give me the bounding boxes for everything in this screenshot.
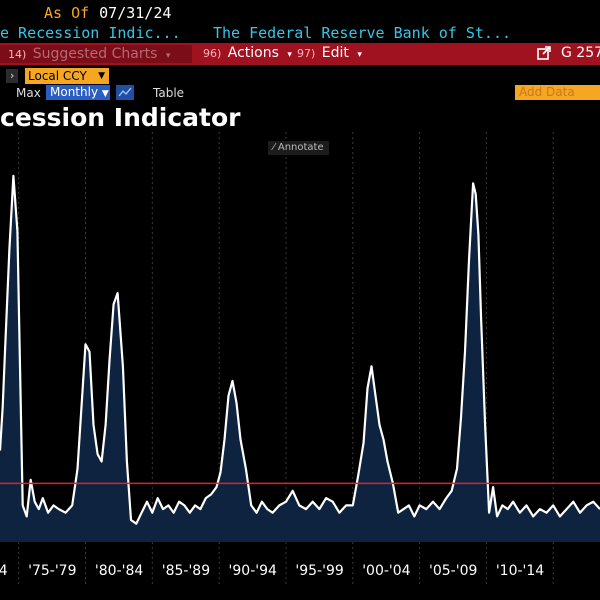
actions-label: Actions	[227, 45, 279, 61]
x-tick-label: '74	[0, 563, 8, 579]
chevron-down-icon: ▾	[357, 50, 362, 60]
header-security-row: e Recession Indic... The Federal Reserve…	[0, 23, 600, 43]
suggested-charts-label: Suggested Charts	[32, 46, 158, 62]
range-max-button[interactable]: Max	[16, 86, 41, 100]
header-asof-row: As Of 07/31/24	[0, 0, 600, 24]
chevron-down-icon: ▾	[165, 51, 171, 61]
x-tick-label: '10-'14	[495, 563, 545, 579]
table-view-button[interactable]: Table	[153, 86, 185, 100]
currency-select[interactable]: Local CCY ▼	[25, 68, 109, 84]
chevron-right-icon[interactable]: ›	[6, 69, 18, 83]
annotate-button[interactable]: ⁄ Annotate	[268, 141, 329, 155]
x-tick-label: '85-'89	[161, 563, 211, 579]
frequency-value: Monthly	[50, 85, 99, 99]
chevron-down-icon: ▾	[287, 50, 292, 60]
frequency-select[interactable]: Monthly ▼	[46, 85, 110, 100]
x-tick-label: '75-'79	[28, 563, 77, 579]
chart-id-label: G 257	[561, 45, 600, 61]
currency-value: Local CCY	[28, 69, 87, 83]
currency-row: › Local CCY ▼	[0, 67, 600, 85]
x-tick-label: '00-'04	[362, 563, 411, 579]
annotate-label: Annotate	[277, 142, 324, 153]
chevron-down-icon: ▼	[101, 89, 109, 99]
edit-number: 97)	[297, 47, 316, 60]
actions-number: 96)	[203, 47, 222, 60]
suggested-charts-number: 14)	[8, 48, 27, 61]
actions-menu-button[interactable]: 96) Actions ▾	[203, 45, 292, 61]
edit-menu-button[interactable]: 97) Edit ▾	[297, 45, 362, 61]
function-toolbar: 14) Suggested Charts ▾ 96) Actions ▾ 97)…	[0, 43, 600, 65]
edit-label: Edit	[321, 45, 349, 61]
series-area	[0, 175, 600, 542]
pencil-icon: ⁄	[273, 142, 275, 153]
series-line	[0, 174, 600, 525]
chart-title: cession Indicator	[0, 103, 241, 132]
source-name[interactable]: The Federal Reserve Bank of St...	[213, 24, 512, 42]
suggested-charts-button[interactable]: 14) Suggested Charts ▾	[0, 45, 192, 63]
chevron-down-icon: ▼	[98, 71, 105, 81]
as-of-label: As Of 07/31/24	[44, 4, 171, 22]
as-of-date: 07/31/24	[99, 4, 172, 22]
x-tick-label: '80-'84	[94, 563, 144, 579]
x-tick-label: '95-'99	[295, 563, 344, 579]
export-icon[interactable]	[537, 45, 551, 60]
chart-controls-row: Max Monthly ▼ Table Add Data	[0, 84, 600, 101]
x-tick-label: '05-'09	[429, 563, 478, 579]
security-name[interactable]: e Recession Indic...	[0, 24, 181, 42]
line-chart-icon[interactable]	[116, 85, 134, 100]
x-axis-labels: '74 '75-'79 '80-'84 '85-'89 '90-'94 '95-'99 '0…	[0, 563, 600, 585]
x-tick-label: '90-'94	[228, 563, 277, 579]
as-of-text: As Of	[44, 4, 90, 22]
add-data-input[interactable]: Add Data	[515, 85, 600, 100]
